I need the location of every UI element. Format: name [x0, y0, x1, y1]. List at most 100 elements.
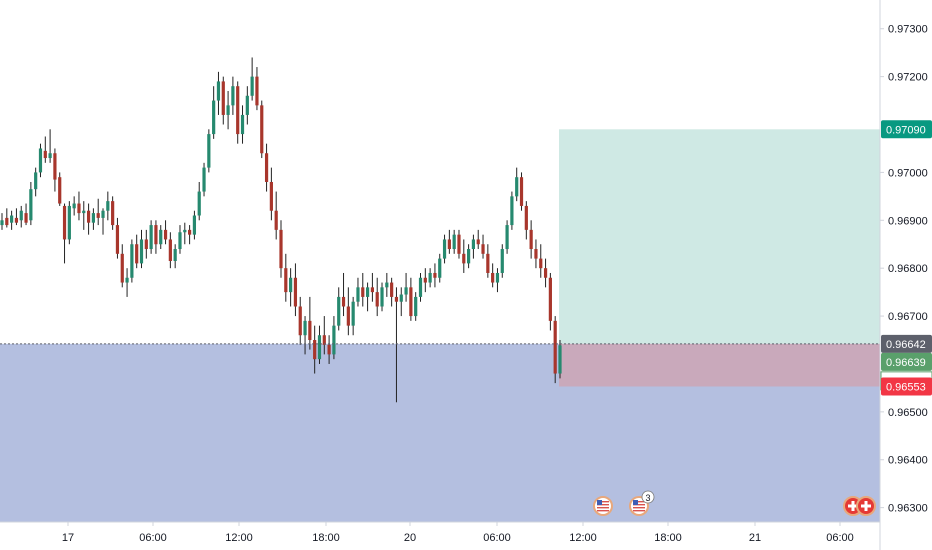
candle [149, 220, 153, 254]
flag-stripe [597, 507, 609, 509]
candle [192, 210, 197, 240]
candle [298, 296, 302, 345]
candle-body [515, 177, 519, 197]
x-tick-label: 21 [749, 532, 761, 544]
target-price-tag-text: 0.97090 [886, 124, 926, 136]
candle-body [38, 148, 43, 173]
y-tick-label: 0.97200 [888, 72, 928, 84]
candle-body [183, 229, 187, 233]
candle-body [404, 287, 408, 295]
us-event-group[interactable]: 3 [629, 490, 655, 516]
candle [212, 86, 216, 139]
candle [553, 316, 557, 384]
candle-body [274, 210, 278, 230]
candle [476, 229, 480, 250]
candle-body [111, 201, 115, 226]
candle [0, 213, 4, 230]
candle [471, 234, 476, 259]
candle [178, 225, 182, 254]
candle [14, 208, 19, 226]
candle [10, 210, 14, 230]
candle-body [43, 150, 47, 159]
stop-zone[interactable] [559, 343, 880, 387]
y-tick-label: 0.97000 [888, 167, 928, 179]
candle-body [438, 258, 442, 278]
candle-body [495, 272, 500, 283]
candle [356, 277, 360, 307]
candle [144, 229, 148, 259]
candle-body [539, 258, 543, 269]
candle-body [510, 196, 514, 226]
candle [264, 143, 269, 192]
candle-body [231, 86, 235, 106]
y-tick-label: 0.96500 [888, 407, 928, 419]
candle-body [260, 105, 264, 154]
x-tick-label: 06:00 [826, 532, 854, 544]
candle-body [289, 277, 293, 293]
candle-body [91, 213, 95, 223]
last-price-tag[interactable]: 0.96639 [881, 352, 932, 371]
candle-body [390, 282, 394, 297]
us-flag-icon [593, 496, 613, 516]
candle [159, 225, 163, 250]
us-event-icon[interactable] [593, 496, 613, 516]
cross-h [861, 504, 871, 508]
candle-body [356, 287, 360, 302]
candle [48, 129, 52, 163]
candle [67, 201, 71, 245]
candle [250, 57, 254, 101]
target-zone[interactable] [559, 129, 880, 344]
candle [414, 292, 418, 321]
candle [197, 181, 201, 221]
candle [500, 244, 504, 278]
candle [351, 296, 355, 336]
entry-price-tag[interactable]: 0.96642 [881, 334, 932, 353]
candle [303, 316, 307, 355]
candle-body [14, 217, 19, 223]
candle-body [106, 201, 110, 211]
x-tick-label: 17 [62, 532, 74, 544]
candle [524, 201, 528, 240]
candle-body [433, 272, 437, 278]
candle-body [524, 205, 528, 230]
candle-body [467, 249, 471, 264]
candle-body [486, 253, 490, 273]
candle-body [505, 225, 509, 250]
candle [77, 191, 81, 221]
candle [534, 239, 538, 269]
y-tick-label: 0.97300 [888, 24, 928, 36]
candle-body [553, 320, 557, 374]
candle [19, 205, 23, 228]
candle [120, 244, 124, 288]
candle-body [216, 81, 221, 101]
candle-body [337, 296, 341, 326]
candle-body [29, 189, 33, 221]
candle [188, 225, 192, 245]
candle-body [442, 239, 447, 259]
candle [390, 277, 394, 307]
candle [255, 67, 259, 111]
candle [289, 268, 293, 307]
candle-body [48, 153, 52, 159]
candle [58, 172, 62, 206]
candle-body [221, 81, 225, 115]
candle [130, 239, 134, 283]
event-count-badge [641, 490, 655, 504]
candle-body [548, 277, 552, 321]
candle-body [317, 335, 322, 360]
x-tick-label: 12:00 [225, 532, 253, 544]
candle [82, 201, 86, 230]
candle-body [543, 268, 548, 278]
candle [394, 287, 399, 403]
ch-event-icon-2[interactable] [856, 496, 876, 516]
stop-price-tag[interactable]: 0.96553 [881, 377, 932, 396]
flag-stripe [633, 504, 645, 506]
candle [284, 253, 288, 302]
candle [53, 148, 57, 192]
candle-body [322, 335, 326, 345]
target-price-tag[interactable]: 0.97090 [881, 120, 932, 139]
candle [467, 244, 471, 269]
candle [327, 335, 331, 364]
candle-body [409, 287, 413, 317]
